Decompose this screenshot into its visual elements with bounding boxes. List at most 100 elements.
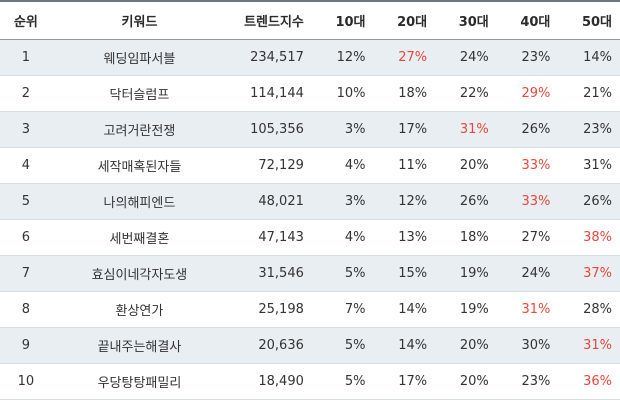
cell-trend-index: 105,356 xyxy=(250,122,304,137)
cell-age-40: 23% xyxy=(521,50,551,65)
cell-trend-index: 48,021 xyxy=(258,194,304,209)
cell-age-20: 14% xyxy=(398,302,428,317)
cell-age-30: 19% xyxy=(459,302,489,317)
cell-age-10: 5% xyxy=(344,266,366,281)
cell-rank: 1 xyxy=(21,50,31,65)
cell-age-10: 4% xyxy=(344,158,366,173)
table-row: 6 세번째결혼 47,143 4% 13% 18% 27% 38% xyxy=(0,220,620,256)
table-row: 10 우당탕탕패밀리 18,490 5% 17% 20% 23% 36% xyxy=(0,364,620,400)
header-age-20: 20대 xyxy=(397,15,428,30)
cell-age-10: 12% xyxy=(336,50,366,65)
cell-age-30: 20% xyxy=(459,158,489,173)
cell-age-30: 20% xyxy=(459,338,489,353)
cell-age-40: 27% xyxy=(521,230,551,245)
header-age-50: 50대 xyxy=(581,15,612,30)
cell-age-40: 26% xyxy=(521,122,551,137)
cell-age-30: 24% xyxy=(459,50,489,65)
cell-age-20: 13% xyxy=(398,230,428,245)
cell-age-10: 3% xyxy=(344,122,366,137)
cell-age-50: 31% xyxy=(583,158,612,173)
header-trend-index: 트렌드지수 xyxy=(244,15,304,30)
cell-keyword: 웨딩임파서블 xyxy=(103,52,176,67)
cell-age-50: 36% xyxy=(583,374,612,389)
cell-age-40: 33% xyxy=(521,194,551,209)
table-row: 5 나의해피엔드 48,021 3% 12% 26% 33% 26% xyxy=(0,184,620,220)
cell-age-10: 10% xyxy=(336,86,366,101)
header-age-30: 30대 xyxy=(458,15,489,30)
table-row: 2 닥터슬럼프 114,144 10% 18% 22% 29% 21% xyxy=(0,76,620,112)
cell-age-50: 26% xyxy=(583,194,612,209)
cell-keyword: 세작매혹된자들 xyxy=(97,160,182,175)
cell-age-30: 18% xyxy=(459,230,489,245)
cell-keyword: 나의해피엔드 xyxy=(103,196,176,211)
cell-rank: 7 xyxy=(21,266,31,281)
cell-age-40: 29% xyxy=(521,86,551,101)
cell-age-30: 26% xyxy=(459,194,489,209)
cell-trend-index: 25,198 xyxy=(258,302,304,317)
cell-rank: 2 xyxy=(21,86,31,101)
cell-age-20: 15% xyxy=(398,266,428,281)
cell-rank: 10 xyxy=(17,374,35,389)
cell-age-20: 27% xyxy=(398,50,428,65)
cell-age-20: 17% xyxy=(398,374,428,389)
cell-age-50: 38% xyxy=(583,230,612,245)
cell-rank: 8 xyxy=(21,302,31,317)
cell-trend-index: 18,490 xyxy=(258,374,304,389)
cell-age-50: 21% xyxy=(583,86,612,101)
cell-age-20: 11% xyxy=(398,158,428,173)
table-row: 7 효심이네각자도생 31,546 5% 15% 19% 24% 37% xyxy=(0,256,620,292)
cell-age-30: 31% xyxy=(459,122,489,137)
cell-age-40: 24% xyxy=(521,266,551,281)
cell-trend-index: 47,143 xyxy=(258,230,304,245)
cell-trend-index: 72,129 xyxy=(258,158,304,173)
header-rank: 순위 xyxy=(13,15,38,30)
cell-age-30: 19% xyxy=(459,266,489,281)
cell-keyword: 세번째결혼 xyxy=(109,232,170,247)
table-body: 1 웨딩임파서블 234,517 12% 27% 24% 23% 14% 2 닥터슬럼프 114,1… xyxy=(0,40,620,400)
header-keyword: 키워드 xyxy=(121,15,158,30)
cell-trend-index: 20,636 xyxy=(258,338,304,353)
cell-age-20: 14% xyxy=(398,338,428,353)
cell-rank: 9 xyxy=(21,338,31,353)
cell-age-50: 28% xyxy=(583,302,612,317)
cell-keyword: 효심이네각자도생 xyxy=(91,268,188,283)
table-header-row: 순위 키워드 트렌드지수 10대 20대 30대 40대 50대 xyxy=(0,0,620,40)
cell-age-50: 14% xyxy=(583,50,612,65)
cell-age-20: 17% xyxy=(398,122,428,137)
cell-age-30: 20% xyxy=(459,374,489,389)
cell-age-10: 5% xyxy=(344,338,366,353)
cell-keyword: 우당탕탕패밀리 xyxy=(97,376,182,391)
cell-age-40: 23% xyxy=(521,374,551,389)
cell-age-10: 7% xyxy=(344,302,366,317)
table-row: 1 웨딩임파서블 234,517 12% 27% 24% 23% 14% xyxy=(0,40,620,76)
header-age-10: 10대 xyxy=(335,15,366,30)
cell-trend-index: 31,546 xyxy=(258,266,304,281)
cell-age-50: 37% xyxy=(583,266,612,281)
cell-age-30: 22% xyxy=(459,86,489,101)
cell-age-40: 31% xyxy=(521,302,551,317)
cell-age-40: 30% xyxy=(521,338,551,353)
cell-age-20: 18% xyxy=(398,86,428,101)
cell-rank: 5 xyxy=(21,194,31,209)
cell-age-10: 5% xyxy=(344,374,366,389)
table-row: 8 환상연가 25,198 7% 14% 19% 31% 28% xyxy=(0,292,620,328)
cell-age-50: 31% xyxy=(583,338,612,353)
cell-keyword: 환상연가 xyxy=(115,304,164,319)
table-row: 9 끝내주는해결사 20,636 5% 14% 20% 30% 31% xyxy=(0,328,620,364)
cell-age-10: 4% xyxy=(344,230,366,245)
cell-keyword: 고려거란전쟁 xyxy=(103,124,176,139)
header-age-40: 40대 xyxy=(520,15,551,30)
cell-age-20: 12% xyxy=(398,194,428,209)
cell-age-40: 33% xyxy=(521,158,551,173)
cell-trend-index: 114,144 xyxy=(250,86,304,101)
cell-age-50: 23% xyxy=(583,122,612,137)
cell-rank: 6 xyxy=(21,230,31,245)
cell-keyword: 끝내주는해결사 xyxy=(97,340,182,355)
cell-rank: 4 xyxy=(21,158,31,173)
table-row: 4 세작매혹된자들 72,129 4% 11% 20% 33% 31% xyxy=(0,148,620,184)
cell-rank: 3 xyxy=(21,122,31,137)
cell-keyword: 닥터슬럼프 xyxy=(109,88,170,103)
table-row: 3 고려거란전쟁 105,356 3% 17% 31% 26% 23% xyxy=(0,112,620,148)
cell-trend-index: 234,517 xyxy=(250,50,304,65)
